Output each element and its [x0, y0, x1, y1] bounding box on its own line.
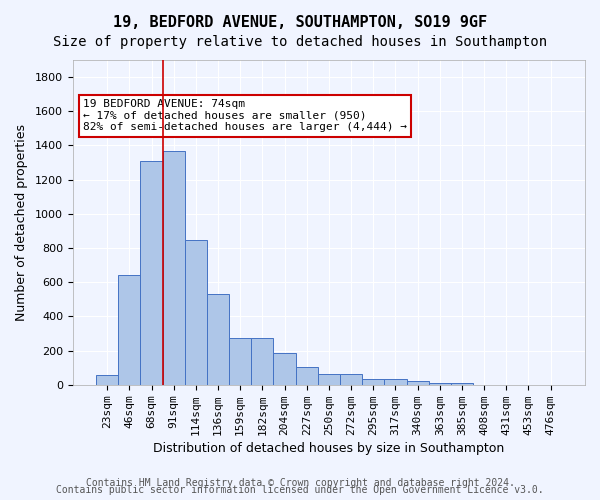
- Bar: [207, 294, 229, 385]
- Y-axis label: Number of detached properties: Number of detached properties: [15, 124, 28, 321]
- Bar: [118, 274, 140, 385]
- Bar: [340, 374, 362, 385]
- Text: Size of property relative to detached houses in Southampton: Size of property relative to detached ho…: [53, 35, 547, 49]
- Bar: [428, 383, 451, 385]
- Bar: [362, 379, 385, 385]
- Bar: [296, 367, 318, 385]
- Bar: [251, 338, 274, 385]
- Text: Contains public sector information licensed under the Open Government Licence v3: Contains public sector information licen…: [56, 485, 544, 495]
- Bar: [96, 376, 118, 385]
- Bar: [407, 382, 428, 385]
- Bar: [140, 161, 163, 385]
- X-axis label: Distribution of detached houses by size in Southampton: Distribution of detached houses by size …: [153, 442, 505, 455]
- Bar: [163, 150, 185, 385]
- Text: Contains HM Land Registry data © Crown copyright and database right 2024.: Contains HM Land Registry data © Crown c…: [86, 478, 514, 488]
- Bar: [229, 338, 251, 385]
- Text: 19, BEDFORD AVENUE, SOUTHAMPTON, SO19 9GF: 19, BEDFORD AVENUE, SOUTHAMPTON, SO19 9G…: [113, 15, 487, 30]
- Bar: [318, 374, 340, 385]
- Bar: [451, 383, 473, 385]
- Bar: [274, 353, 296, 385]
- Text: 19 BEDFORD AVENUE: 74sqm
← 17% of detached houses are smaller (950)
82% of semi-: 19 BEDFORD AVENUE: 74sqm ← 17% of detach…: [83, 99, 407, 132]
- Bar: [385, 379, 407, 385]
- Bar: [185, 240, 207, 385]
